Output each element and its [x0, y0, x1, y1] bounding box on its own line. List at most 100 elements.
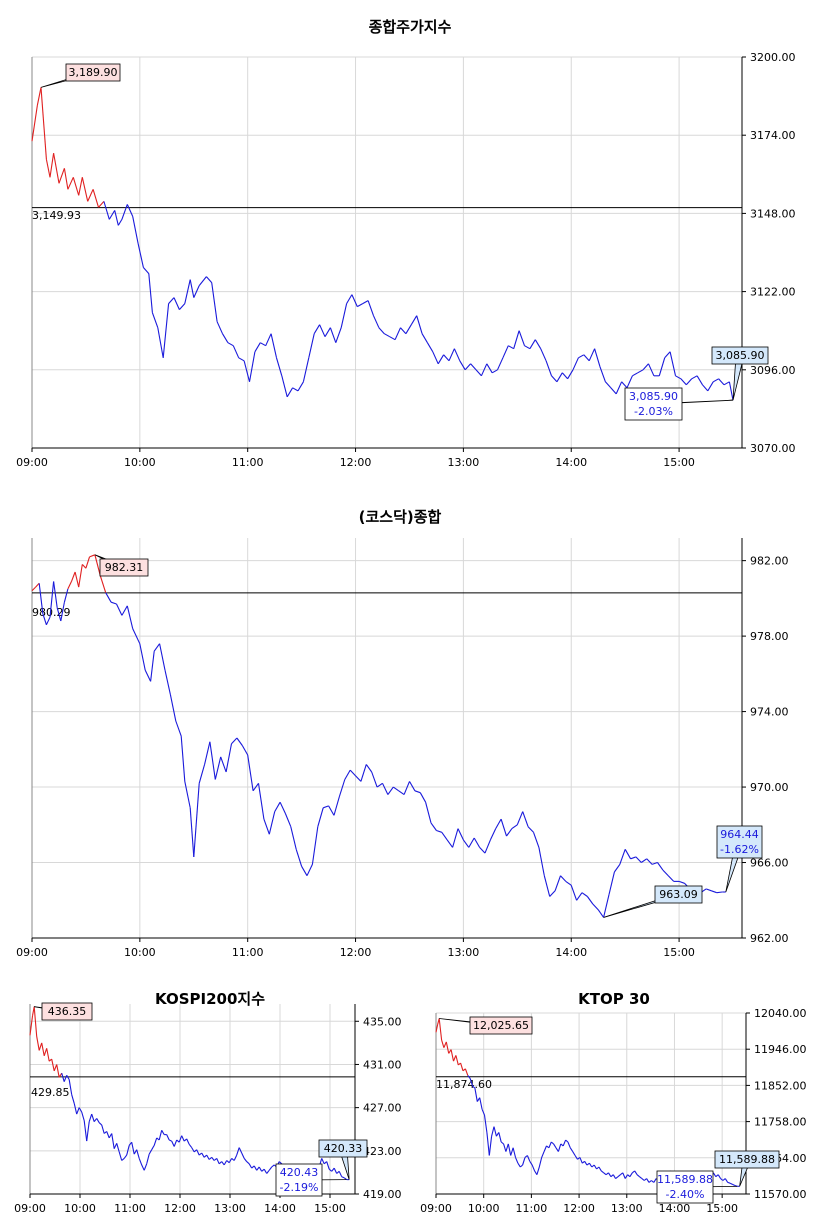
series-segment: [81, 177, 89, 202]
series-segment: [68, 1079, 73, 1095]
series-segment: [232, 345, 240, 359]
series-segment: [94, 554, 101, 576]
y-tick-label: 11946.00: [754, 1043, 807, 1056]
series-segment: [617, 1174, 621, 1178]
last-callout-box: [318, 1139, 368, 1158]
series-segment: [133, 1149, 138, 1155]
x-tick-label: 13:00: [214, 1202, 246, 1215]
series-segment: [46, 1048, 50, 1062]
series-segment: [438, 1018, 443, 1041]
y-tick-label: 12040.00: [754, 1007, 807, 1020]
series-segment: [209, 741, 216, 780]
series-segment: [612, 1174, 617, 1179]
series-segment: [132, 216, 139, 244]
series-segment: [31, 105, 38, 142]
y-tick-label: 11852.00: [754, 1079, 807, 1092]
series-segment: [142, 267, 150, 274]
series-segment: [639, 1176, 643, 1180]
series-segment: [409, 781, 416, 792]
series-segment: [236, 1147, 240, 1156]
series-segment: [507, 1143, 512, 1156]
series-segment: [481, 1109, 486, 1116]
prev-close-label: 3,149.93: [32, 209, 81, 222]
series-segment: [70, 571, 76, 582]
series-segment: [220, 756, 227, 773]
series-segment: [588, 1162, 593, 1168]
series-segment: [308, 333, 315, 358]
series-segment: [243, 1158, 248, 1162]
series-segment: [31, 586, 36, 592]
series-segment: [193, 285, 200, 298]
series-segment: [419, 792, 427, 803]
series-segment: [621, 381, 628, 389]
series-segment: [162, 303, 170, 358]
series-segment: [416, 315, 423, 334]
series-segment: [101, 1124, 105, 1134]
series-segment: [536, 1166, 540, 1175]
series-segment: [306, 864, 313, 876]
series-segment: [459, 360, 466, 371]
series-segment: [331, 1167, 335, 1172]
series-segment: [274, 801, 281, 812]
series-segment: [615, 1176, 619, 1180]
series-segment: [33, 1006, 38, 1037]
series-segment: [111, 1133, 115, 1149]
x-tick-label: 12:00: [340, 946, 372, 959]
series-segment: [664, 351, 671, 359]
series-segment: [462, 839, 470, 848]
series-segment: [144, 669, 152, 682]
series-segment: [275, 357, 283, 376]
kospi200-chart: KOSPI200지수 09:00 10:00 11:00 12:00 13:00 14:0…: [14, 990, 401, 1215]
series-segment: [441, 1039, 445, 1048]
last-callout-text: 420.33: [324, 1142, 363, 1155]
series-segment: [443, 1041, 447, 1048]
series-segment: [548, 1141, 552, 1149]
series-segment: [473, 837, 481, 848]
series-segment: [238, 357, 245, 362]
series-segment: [323, 805, 329, 809]
series-segment: [365, 764, 373, 773]
series-segment: [432, 351, 439, 365]
series-segment: [540, 348, 547, 362]
series-segment: [78, 1107, 83, 1113]
y-tick-label: 966.00: [750, 857, 789, 870]
series-segment: [705, 888, 712, 892]
series-segment: [469, 1078, 474, 1087]
series-segment: [588, 348, 596, 362]
series-segment: [538, 1157, 543, 1168]
x-tick-label: 15:00: [663, 946, 695, 959]
series-segment: [41, 1042, 45, 1056]
series-segment: [702, 384, 709, 392]
series-segment: [333, 796, 340, 816]
series-segment: [464, 363, 472, 371]
series-segment: [173, 297, 180, 310]
series-segment: [35, 582, 40, 588]
series-segment: [479, 1097, 483, 1110]
series-segment: [121, 1157, 125, 1161]
x-tick-label: 14:00: [555, 946, 587, 959]
series-segment: [636, 1174, 640, 1178]
series-segment: [691, 375, 698, 380]
series-segment: [248, 1163, 253, 1169]
series-segment: [188, 1143, 193, 1148]
last-callout-box: [711, 346, 769, 365]
series-segment: [341, 1176, 345, 1179]
series-segment: [384, 333, 390, 338]
chart-title: (코스닥)종합: [359, 508, 442, 526]
series-segment: [117, 219, 123, 226]
series-segment: [121, 605, 128, 616]
series-segment: [441, 831, 448, 841]
series-segment: [572, 1151, 576, 1156]
series-segment: [254, 342, 261, 353]
series-segment: [211, 282, 218, 322]
x-tick-label: 11:00: [516, 1202, 548, 1215]
series-segment: [338, 1171, 343, 1177]
series-segment: [178, 1135, 183, 1143]
series-segment: [228, 1158, 233, 1163]
series-segment: [266, 1169, 270, 1174]
series-segment: [657, 862, 664, 871]
series-segment: [141, 1164, 145, 1171]
y-tick-label: 3070.00: [750, 442, 796, 455]
series-segment: [443, 354, 450, 362]
series-segment: [579, 1157, 583, 1164]
